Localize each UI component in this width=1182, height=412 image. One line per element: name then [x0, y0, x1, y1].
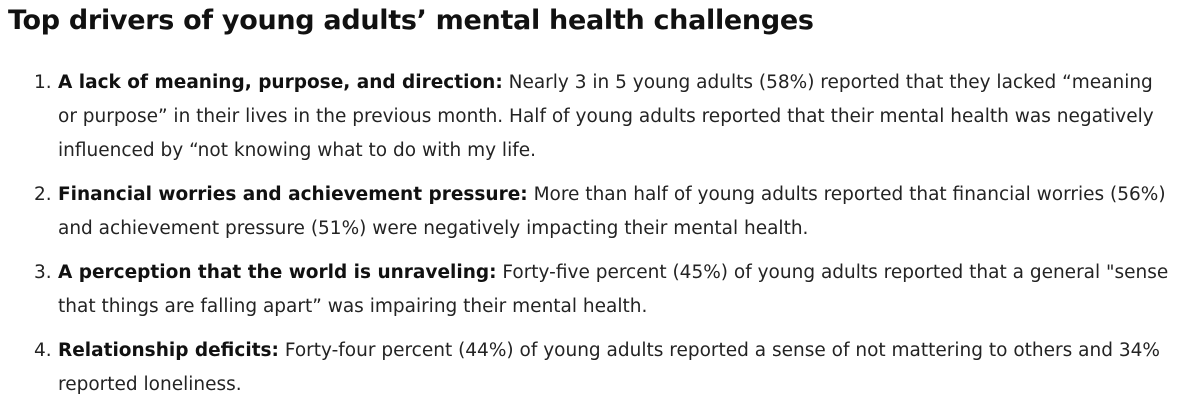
- item-text: More than half of young adults reported …: [58, 184, 1166, 239]
- item-lead: Financial worries and achievement pressu…: [58, 184, 528, 205]
- list-number: 4.: [34, 340, 52, 361]
- list-item: 1. A lack of meaning, purpose, and direct…: [0, 66, 1182, 168]
- drivers-list: 1. A lack of meaning, purpose, and direct…: [0, 66, 1182, 412]
- item-lead: A perception that the world is unravelin…: [58, 262, 497, 283]
- list-item: 4. Relationship deficits: Forty-four perc…: [0, 334, 1182, 402]
- list-item: 3. A perception that the world is unravel…: [0, 256, 1182, 324]
- item-text: Forty-five percent (45%) of young adults…: [58, 262, 1169, 317]
- section-heading: Top drivers of young adults’ mental heal…: [8, 5, 814, 36]
- item-lead: Relationship deficits:: [58, 340, 279, 361]
- list-number: 3.: [34, 262, 52, 283]
- article: Top drivers of young adults’ mental heal…: [8, 5, 1168, 395]
- list-number: 2.: [34, 184, 52, 205]
- list-number: 1.: [34, 72, 52, 93]
- item-text: Forty-four percent (44%) of young adults…: [58, 340, 1160, 395]
- item-lead: A lack of meaning, purpose, and directio…: [58, 72, 503, 93]
- item-text: Nearly 3 in 5 young adults (58%) reporte…: [58, 72, 1154, 161]
- list-item: 2. Financial worries and achievement pres…: [0, 178, 1182, 246]
